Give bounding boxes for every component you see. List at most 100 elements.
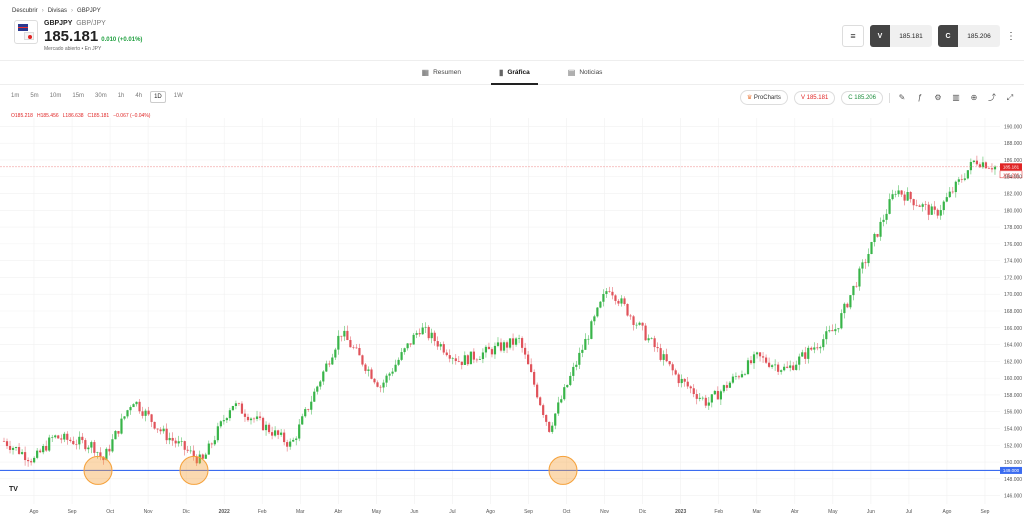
fullscreen-icon[interactable]: ⤢ <box>1006 92 1014 102</box>
support-price-tag <box>1000 466 1022 474</box>
candle-body <box>84 440 87 450</box>
candle-body <box>319 381 322 387</box>
candle-body <box>198 454 201 464</box>
candle-body <box>17 447 21 454</box>
indicators-icon[interactable]: ƒ <box>917 93 923 102</box>
candle-body <box>680 378 683 384</box>
candle-body <box>511 338 515 345</box>
tf-1h[interactable]: 1h <box>117 93 125 99</box>
chart-type-icon[interactable]: ▥ <box>952 93 960 102</box>
more-options-icon[interactable]: ⋮ <box>1006 30 1016 42</box>
y-tick-label: 180.000 <box>1004 208 1022 214</box>
candle-body <box>662 354 665 360</box>
candle-body <box>798 356 801 365</box>
candle-body <box>159 429 162 432</box>
x-tick-label: Sep <box>524 509 533 515</box>
tab-news[interactable]: ▤ Noticias <box>560 61 611 84</box>
candle-body <box>237 403 241 404</box>
candle-body <box>286 442 289 447</box>
procharts-button[interactable]: ♛ ProCharts <box>739 90 788 105</box>
breadcrumb-discover[interactable]: Descubrir <box>12 8 38 14</box>
candle-body <box>51 437 54 438</box>
candle-body <box>231 405 235 411</box>
candle-body <box>527 354 530 365</box>
tf-10m[interactable]: 10m <box>49 93 62 99</box>
candle-body <box>692 388 695 395</box>
buy-button[interactable]: C 185.206 <box>938 25 1000 47</box>
tf-1m[interactable]: 1m <box>11 93 20 99</box>
candle-body <box>183 441 186 450</box>
breadcrumb-symbol: GBPJPY <box>77 8 101 14</box>
candle-body <box>701 397 704 399</box>
sell-button[interactable]: V 185.181 <box>870 25 932 47</box>
candle-body <box>99 452 102 457</box>
settings-icon[interactable]: ⚙ <box>934 93 942 102</box>
breadcrumb-currencies[interactable]: Divisas <box>47 8 68 14</box>
candle-body <box>403 348 406 353</box>
candle-body <box>593 316 596 322</box>
add-icon[interactable]: ⊕ <box>970 93 978 102</box>
quick-sell-button[interactable]: V 185.181 <box>793 90 836 105</box>
candle-body <box>243 413 247 417</box>
tab-news-label: Noticias <box>579 69 603 76</box>
candle-body <box>213 440 216 445</box>
tab-overview[interactable]: ▦ Resumen <box>414 61 469 84</box>
quick-buy-button[interactable]: C 185.206 <box>841 90 883 105</box>
watchlist-add-icon[interactable]: ≡ <box>842 25 864 47</box>
candle-body <box>132 404 135 408</box>
candle-body <box>96 452 99 453</box>
x-tick-label: Oct <box>563 509 571 515</box>
candle-body <box>891 194 894 200</box>
candle-body <box>147 410 150 415</box>
candle-body <box>975 160 979 165</box>
candle-body <box>749 360 753 364</box>
candle-body <box>517 338 521 339</box>
candle-body <box>156 428 159 430</box>
candle-body <box>957 179 960 182</box>
candle-body <box>150 414 153 422</box>
candle-body <box>514 338 518 345</box>
candle-body <box>792 365 795 370</box>
candle-body <box>448 355 451 359</box>
candle-body <box>698 397 701 399</box>
x-tick-label: 2023 <box>675 509 686 515</box>
x-tick-label: Feb <box>714 509 723 515</box>
tf-1w[interactable]: 1W <box>173 93 183 99</box>
candle-body <box>478 359 482 360</box>
tf-1d[interactable]: 1D <box>150 91 166 103</box>
candle-body <box>870 242 873 255</box>
share-icon[interactable]: ⤴ <box>988 93 996 102</box>
x-tick-label: May <box>372 509 382 515</box>
time-axis: Ago Sep Oct Nov Dic 2022 Feb Mar Abr May Jun Jul Ago… <box>30 509 990 515</box>
tf-15m[interactable]: 15m <box>72 93 85 99</box>
candle-body <box>948 191 951 198</box>
candle-body <box>358 348 361 356</box>
draw-icon[interactable]: ✎ <box>898 93 906 102</box>
tab-chart[interactable]: ▮ Gráfica <box>490 61 538 85</box>
candle-body <box>69 439 72 441</box>
candle-body <box>689 386 692 389</box>
x-tick-label: May <box>828 509 838 515</box>
candle-body <box>334 349 337 358</box>
tf-5m[interactable]: 5m <box>30 93 39 99</box>
price-chart[interactable]: 149.000 185.181 185.206 190.000 188.000 186.… <box>0 106 1024 518</box>
instrument-symbol: GBPJPY GBP/JPY <box>44 20 142 27</box>
candle-body <box>789 365 792 368</box>
candle-body <box>376 382 379 387</box>
candle-body <box>216 426 219 441</box>
candle-body <box>539 397 542 406</box>
candle-body <box>635 324 638 326</box>
candle-body <box>349 340 352 348</box>
y-tick-label: 152.000 <box>1004 443 1022 449</box>
candle-body <box>837 328 840 330</box>
candle-body <box>54 435 57 438</box>
tf-4h[interactable]: 4h <box>135 93 143 99</box>
candle-body <box>394 364 397 372</box>
candle-body <box>520 338 524 348</box>
ohlc-legend: O185.218 H185.456 L186.638 C185.181 −0.0… <box>11 113 150 119</box>
candle-body <box>192 450 195 457</box>
candle-body <box>608 291 611 292</box>
procharts-label: ProCharts <box>753 95 781 101</box>
candle-body <box>364 364 367 371</box>
tf-30m[interactable]: 30m <box>95 93 107 99</box>
